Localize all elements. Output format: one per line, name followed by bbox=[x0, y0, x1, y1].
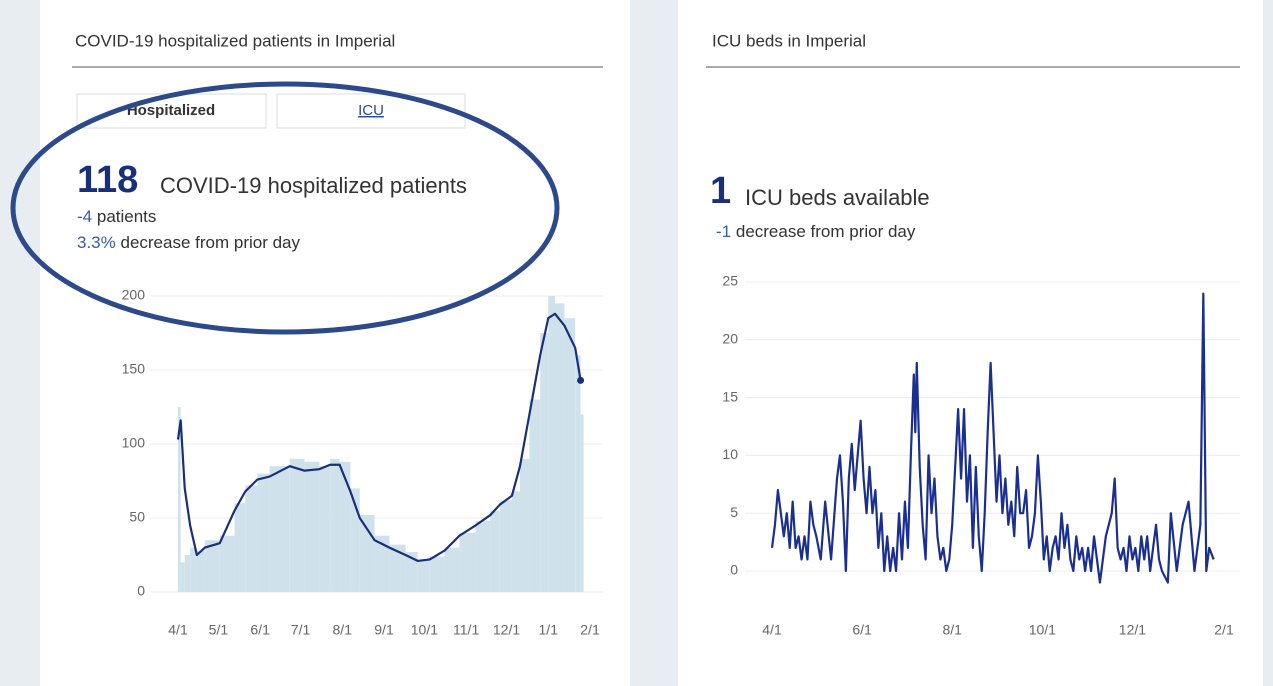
y-tick-label: 150 bbox=[122, 361, 146, 377]
x-tick-label: 4/1 bbox=[168, 622, 188, 638]
x-tick-label: 5/1 bbox=[209, 622, 229, 638]
end-dot bbox=[577, 376, 585, 384]
y-tick-label: 15 bbox=[722, 388, 738, 404]
bar bbox=[269, 466, 290, 592]
bar bbox=[190, 547, 197, 592]
y-tick-label: 10 bbox=[722, 446, 738, 462]
panel-title: ICU beds in Imperial bbox=[712, 31, 866, 50]
bar bbox=[444, 547, 460, 592]
bar bbox=[319, 466, 331, 592]
x-tick-label: 2/1 bbox=[580, 622, 600, 638]
bar bbox=[304, 461, 320, 592]
right-header: ICU beds in Imperial 1 ICU beds availabl… bbox=[706, 31, 1240, 241]
bar bbox=[580, 414, 584, 592]
bar bbox=[359, 515, 375, 592]
bar bbox=[519, 458, 530, 592]
panel-title: COVID-19 hospitalized patients in Imperi… bbox=[75, 31, 395, 50]
x-tick-label: 11/1 bbox=[453, 622, 479, 638]
y-tick-label: 50 bbox=[129, 509, 145, 525]
bar bbox=[389, 544, 406, 592]
change-line: -4 patients bbox=[77, 207, 156, 226]
bar bbox=[184, 555, 191, 592]
bar bbox=[234, 503, 246, 592]
x-tick-label: 2/1 bbox=[1214, 622, 1234, 638]
bar bbox=[564, 318, 576, 592]
left-header: COVID-19 hospitalized patients in Imperi… bbox=[72, 31, 603, 252]
change-value: -1 bbox=[716, 222, 731, 241]
bar bbox=[330, 458, 340, 592]
tab-button[interactable] bbox=[276, 93, 466, 129]
x-tick-label: 4/1 bbox=[762, 622, 782, 638]
bar bbox=[204, 540, 220, 592]
y-tick-label: 0 bbox=[730, 562, 738, 578]
bar bbox=[374, 535, 390, 592]
tab-label[interactable]: ICU bbox=[358, 102, 384, 119]
bar bbox=[245, 485, 258, 592]
x-tick-label: 9/1 bbox=[374, 622, 394, 638]
bar bbox=[257, 473, 270, 592]
x-tick-label: 12/1 bbox=[1119, 622, 1146, 638]
bar bbox=[511, 491, 520, 592]
x-tick-label: 8/1 bbox=[333, 622, 353, 638]
highlight-ellipse bbox=[10, 81, 560, 335]
y-tick-label: 0 bbox=[137, 583, 145, 599]
change-label: patients bbox=[97, 207, 157, 226]
x-tick-label: 6/1 bbox=[250, 622, 270, 638]
bar bbox=[548, 296, 555, 592]
y-tick-label: 100 bbox=[122, 435, 146, 451]
bar bbox=[417, 559, 430, 592]
change-value: -4 bbox=[77, 207, 92, 226]
bar bbox=[350, 488, 360, 592]
change-line: -1 decrease from prior day bbox=[716, 222, 916, 241]
right-panel bbox=[678, 0, 1263, 686]
bar bbox=[475, 520, 491, 592]
bar bbox=[180, 562, 185, 592]
bar bbox=[490, 510, 500, 592]
line bbox=[770, 292, 1215, 584]
bar bbox=[405, 552, 418, 592]
tab-label[interactable]: Hospitalized bbox=[127, 102, 215, 119]
change-label: decrease from prior day bbox=[736, 222, 916, 241]
bar bbox=[554, 303, 565, 592]
x-tick-label: 1/1 bbox=[539, 622, 559, 638]
bar bbox=[429, 556, 445, 592]
x-tick-label: 10/1 bbox=[411, 622, 438, 638]
bar bbox=[499, 500, 512, 592]
x-tick-label: 8/1 bbox=[942, 622, 962, 638]
bar bbox=[529, 399, 541, 592]
y-tick-label: 200 bbox=[122, 287, 146, 303]
bar bbox=[196, 550, 205, 592]
x-tick-label: 6/1 bbox=[852, 622, 872, 638]
bar bbox=[540, 333, 549, 592]
headline-value: 118 bbox=[77, 159, 138, 201]
y-tick-label: 20 bbox=[722, 331, 738, 347]
line bbox=[176, 312, 582, 563]
bar bbox=[219, 535, 235, 592]
x-tick-label: 12/1 bbox=[493, 622, 520, 638]
y-tick-label: 5 bbox=[730, 504, 738, 520]
headline-label: ICU beds available bbox=[745, 185, 930, 210]
x-tick-label: 7/1 bbox=[291, 622, 311, 638]
y-tick-label: 25 bbox=[722, 273, 738, 289]
bar bbox=[459, 532, 476, 592]
headline-label: COVID-19 hospitalized patients bbox=[160, 173, 467, 198]
x-tick-label: 10/1 bbox=[1029, 622, 1056, 638]
headline-value: 1 bbox=[710, 170, 731, 212]
bar bbox=[339, 461, 351, 592]
percent-label: decrease from prior day bbox=[120, 233, 300, 252]
bar bbox=[575, 355, 581, 592]
bar bbox=[178, 407, 181, 592]
percent-line: 3.3% decrease from prior day bbox=[77, 233, 301, 252]
bar bbox=[289, 458, 305, 592]
percent-value: 3.3% bbox=[77, 233, 116, 252]
